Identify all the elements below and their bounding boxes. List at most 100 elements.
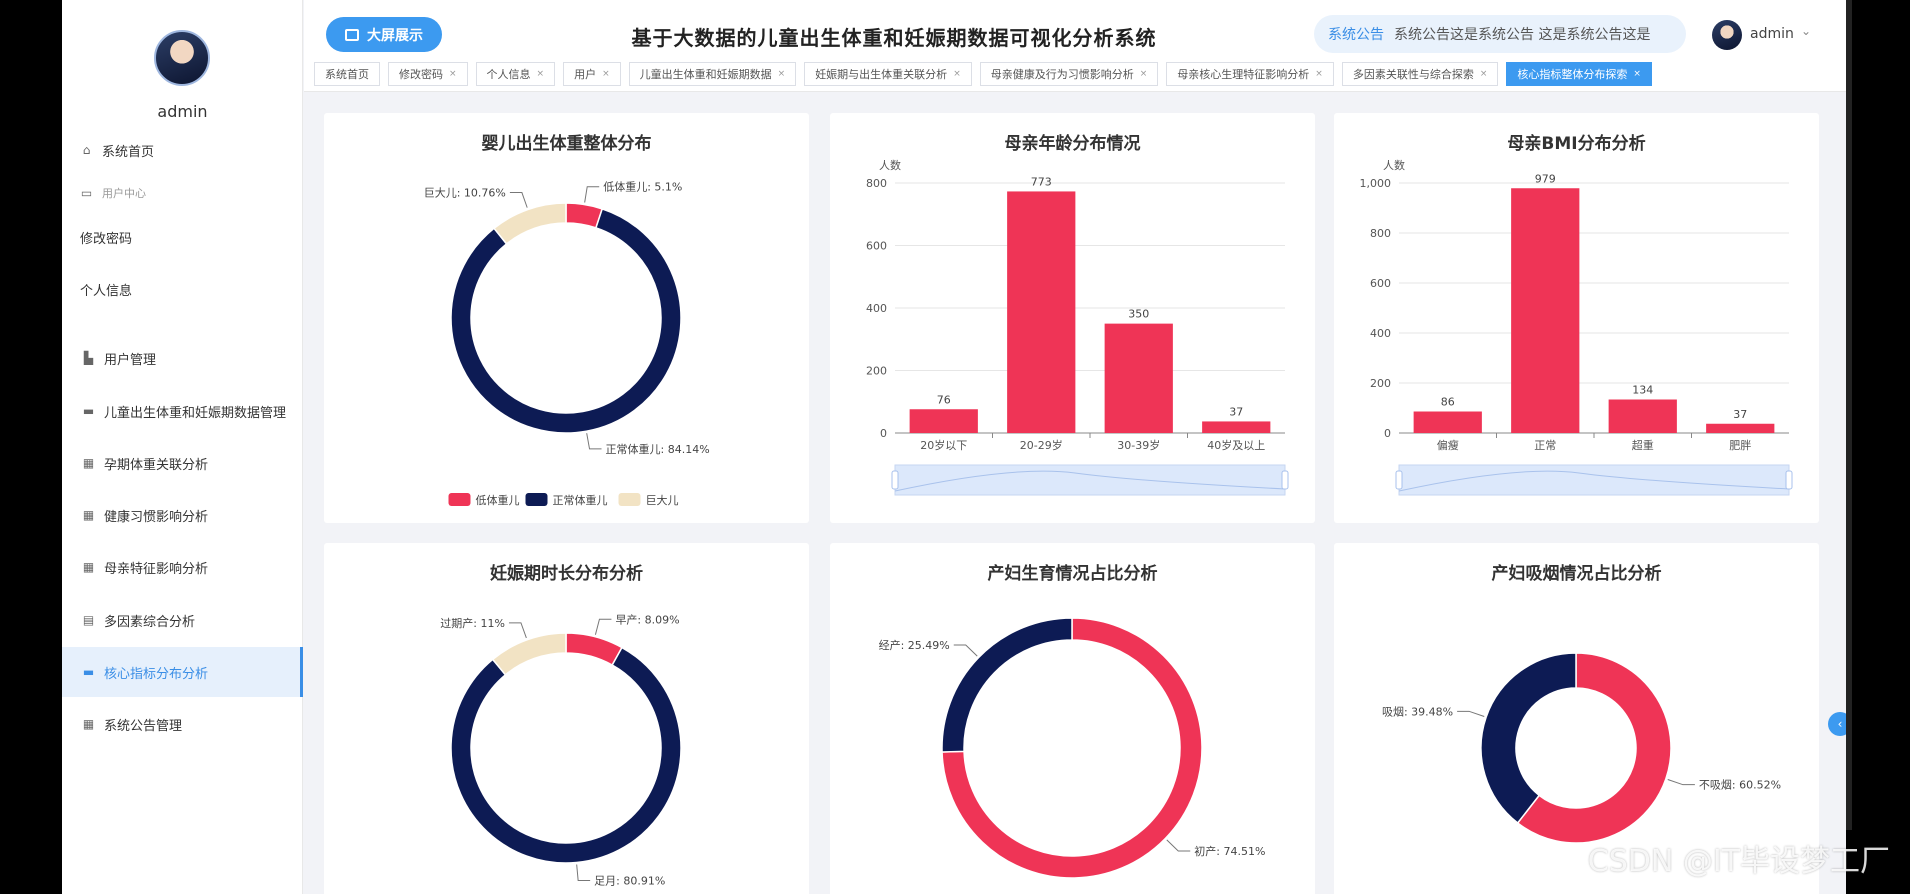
y-tick-label: 1,000 (1360, 177, 1392, 190)
bar[interactable] (1706, 423, 1775, 433)
app-frame: admin ⌂ 系统首页 ▭ 用户中心 修改密码 个人信息 ▙ 用户管理 ▬ 儿童出生体重和妊娠期… (62, 0, 1846, 894)
pie-slice[interactable] (450, 207, 682, 434)
tab-5[interactable]: 妊娠期与出生体重关联分析 × (804, 62, 972, 86)
header-avatar[interactable] (1712, 20, 1742, 50)
data-zoom-handle[interactable] (1281, 470, 1289, 490)
legend-swatch[interactable] (448, 493, 471, 506)
pie-leader-line (509, 192, 528, 208)
y-tick-label: 200 (1370, 377, 1391, 390)
chart-card-1: 母亲年龄分布情况 人数 0 200 400 600 800 76 20岁以下 773 20-29岁 3… (830, 113, 1315, 523)
notice-marquee[interactable]: 系统公告 系统公告这是系统公告 这是系统公告这是 (1314, 15, 1686, 53)
tab-2[interactable]: 个人信息 × (475, 62, 556, 86)
y-tick-label: 400 (866, 302, 887, 315)
tab-label: 修改密码 (399, 68, 443, 81)
sidebar-item-label: 母亲特征影响分析 (104, 561, 209, 577)
pie-leader-line (594, 618, 612, 635)
x-tick-label: 超重 (1632, 438, 1654, 452)
tab-label: 儿童出生体重和妊娠期数据 (639, 68, 772, 81)
tab-0[interactable]: 系统首页 (314, 62, 380, 86)
bigscreen-button[interactable]: 大屏展示 (326, 17, 442, 52)
bar[interactable] (1608, 399, 1677, 434)
legend-swatch[interactable] (618, 493, 641, 506)
pie-slice[interactable] (1480, 652, 1577, 825)
sidebar-item-3[interactable]: 个人信息 (62, 264, 303, 314)
x-tick-label: 肥胖 (1729, 439, 1751, 452)
legend-swatch[interactable] (525, 493, 548, 506)
close-icon[interactable]: × (602, 69, 610, 79)
pie-slice[interactable] (1516, 652, 1672, 844)
sidebar-item-0[interactable]: ⌂ 系统首页 (62, 125, 303, 175)
data-zoom-handle[interactable] (1785, 470, 1793, 490)
bar-value-label: 773 (1031, 175, 1052, 188)
sidebar-item-5[interactable]: ▬ 儿童出生体重和妊娠期数据管理 (62, 386, 303, 436)
pie-slice[interactable] (941, 617, 1073, 753)
pie-label: 经产: 25.49% (879, 638, 950, 652)
sidebar-avatar[interactable] (154, 30, 210, 86)
tab-1[interactable]: 修改密码 × (388, 62, 468, 86)
x-tick-label: 偏瘦 (1437, 438, 1459, 452)
sidebar-item-label: 核心指标分布分析 (104, 666, 209, 682)
chart-svg: 人数 0 200 400 600 800 76 20岁以下 773 20-29岁 350 30-39岁… (866, 159, 1289, 496)
tab-4[interactable]: 儿童出生体重和妊娠期数据 × (628, 62, 797, 86)
pie-slice[interactable] (565, 632, 623, 667)
sidebar-item-9[interactable]: ▤ 多因素综合分析 (62, 595, 303, 645)
monitor-icon: ▬ (82, 664, 95, 679)
bar[interactable] (1413, 411, 1482, 434)
x-tick-label: 正常 (1534, 439, 1556, 452)
close-icon[interactable]: × (777, 69, 786, 79)
chart-title: 妊娠期时长分布分析 (490, 564, 643, 584)
data-zoom-handle[interactable] (891, 470, 899, 490)
chart-card-4: 产妇生育情况占比分析 初产: 74.51% 经产: 25.49% (830, 543, 1315, 894)
sidebar-item-7[interactable]: ▦ 健康习惯影响分析 (62, 490, 303, 540)
bar[interactable] (1007, 191, 1076, 433)
data-zoom-slider[interactable] (1398, 464, 1790, 496)
chevron-down-icon[interactable]: ⌄ (1801, 24, 1812, 38)
bar-value-label: 76 (937, 393, 951, 406)
tab-3[interactable]: 用户 × (563, 62, 621, 86)
bar-value-label: 350 (1128, 308, 1149, 321)
pie-slice[interactable] (941, 617, 1203, 879)
tab-label: 妊娠期与出生体重关联分析 (815, 68, 948, 81)
close-icon[interactable]: × (449, 69, 457, 79)
sidebar-item-10[interactable]: ▬ 核心指标分布分析 (62, 647, 303, 697)
pie-leader-line (586, 433, 602, 450)
data-zoom-preview (894, 470, 1286, 492)
collapse-button[interactable]: ‹ (1828, 712, 1846, 736)
sidebar-item-8[interactable]: ▦ 母亲特征影响分析 (62, 542, 303, 592)
close-icon[interactable]: × (953, 69, 961, 79)
tab-9[interactable]: 核心指标整体分布探索 × (1506, 62, 1652, 86)
pie-slice[interactable] (492, 202, 567, 245)
tab-7[interactable]: 母亲核心生理特征影响分析 × (1166, 62, 1334, 86)
pie-slice[interactable] (491, 632, 567, 676)
scrollbar[interactable] (1846, 0, 1852, 830)
chart-card-0: 婴儿出生体重整体分布 低体重儿: 5.1% 正常体重儿: 84.14% 巨大儿: 10… (324, 113, 809, 523)
close-icon[interactable]: × (536, 69, 545, 79)
sidebar-item-4[interactable]: ▙ 用户管理 (62, 333, 303, 383)
bar[interactable] (1202, 421, 1271, 433)
pie-label: 不吸烟: 60.52% (1699, 778, 1781, 792)
chart-title: 产妇吸烟情况占比分析 (1491, 564, 1662, 584)
sidebar-item-2[interactable]: 修改密码 (62, 212, 303, 262)
pie-leader-line (1166, 839, 1191, 852)
bar[interactable] (1104, 323, 1173, 433)
close-icon[interactable]: × (1633, 69, 1641, 79)
y-tick-label: 0 (880, 427, 887, 440)
close-icon[interactable]: × (1139, 69, 1148, 79)
sidebar-item-label: 用户中心 (102, 187, 146, 200)
chart-svg: 初产: 74.51% 经产: 25.49% (879, 617, 1265, 879)
bar[interactable] (909, 409, 978, 433)
tab-8[interactable]: 多因素关联性与综合探索 × (1341, 62, 1499, 86)
tab-6[interactable]: 母亲健康及行为习惯影响分析 × (979, 62, 1159, 86)
pie-slice[interactable] (450, 646, 682, 864)
header-user-name[interactable]: admin (1750, 26, 1794, 42)
sidebar-item-11[interactable]: ▦ 系统公告管理 (62, 699, 303, 749)
sidebar-item-6[interactable]: ▦ 孕期体重关联分析 (62, 438, 303, 488)
chart-svg: 早产: 8.09% 足月: 80.91% 过期产: 11% (440, 612, 682, 887)
y-axis-label: 人数 (1383, 159, 1405, 172)
close-icon[interactable]: × (1315, 69, 1323, 79)
pie-label: 巨大儿: 10.76% (424, 186, 506, 200)
y-tick-label: 600 (866, 240, 887, 253)
data-zoom-handle[interactable] (1395, 470, 1403, 490)
close-icon[interactable]: × (1479, 69, 1488, 79)
bar[interactable] (1511, 188, 1580, 433)
